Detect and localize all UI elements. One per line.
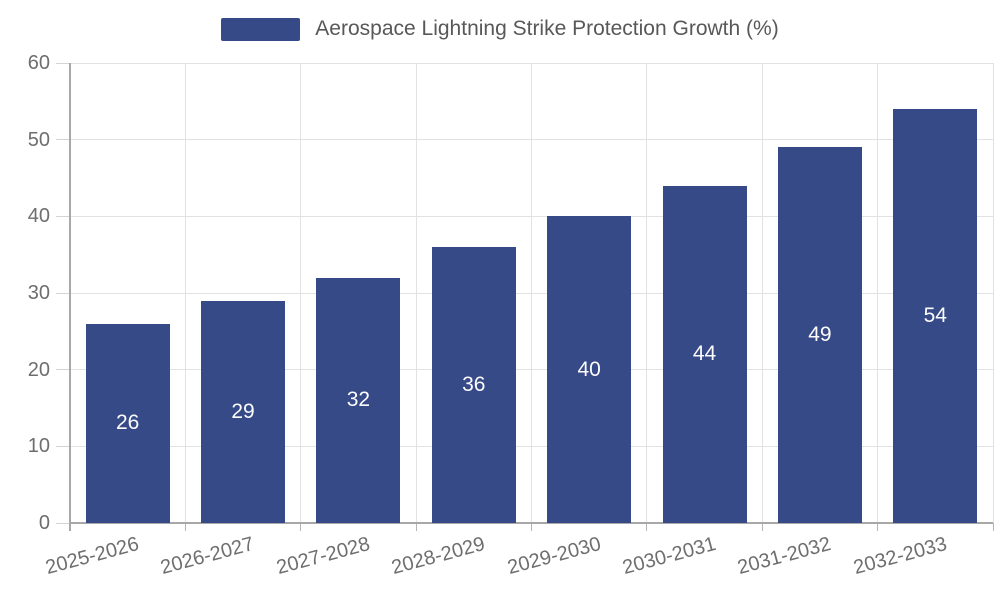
bar: 29 (201, 300, 286, 523)
x-axis-tick (992, 523, 994, 531)
x-tick-label: 2030-2031 (620, 533, 719, 580)
x-axis-line (70, 522, 993, 524)
bar: 36 (431, 247, 516, 523)
bar: 32 (316, 277, 401, 523)
x-tick-label: 2028-2029 (389, 533, 488, 580)
gridline-vertical (646, 63, 648, 523)
bar: 40 (547, 216, 632, 523)
bar-value-label: 40 (577, 357, 601, 381)
bar-value-label: 32 (346, 388, 371, 412)
y-tick-label: 40 (27, 205, 50, 228)
legend-label: Aerospace Lightning Strike Protection Gr… (315, 17, 779, 40)
bar-value-label: 36 (462, 373, 486, 396)
bar-value-label: 54 (923, 304, 947, 327)
y-tick-label: 50 (27, 128, 50, 151)
gridline-vertical (415, 63, 417, 523)
gridline-vertical (184, 63, 186, 523)
x-tick-label: 2032-2033 (850, 533, 950, 580)
y-axis-tick (56, 522, 70, 524)
gridline-vertical (531, 63, 532, 523)
y-axis-tick (56, 292, 70, 294)
y-tick-label: 10 (27, 435, 50, 458)
x-axis-tick (300, 523, 302, 531)
x-axis-tick (877, 523, 879, 531)
y-axis-tick (56, 369, 70, 371)
x-axis-tick (531, 523, 532, 531)
x-axis-tick (646, 523, 648, 531)
legend-swatch (221, 17, 301, 41)
gridline-vertical (761, 63, 763, 523)
x-axis-tick (415, 523, 417, 531)
y-axis-tick (56, 445, 70, 447)
y-tick-label: 0 (38, 512, 50, 534)
y-axis-tick (56, 139, 70, 141)
gridline-vertical (877, 63, 879, 523)
x-tick-label: 2031-2032 (735, 533, 834, 580)
bar: 44 (662, 185, 747, 523)
x-axis-tick (761, 523, 763, 531)
y-tick-label: 60 (27, 52, 50, 74)
bar: 54 (893, 109, 978, 523)
y-tick-label: 30 (27, 282, 50, 304)
x-tick-label: 2027-2028 (274, 533, 373, 580)
legend: Aerospace Lightning Strike Protection Gr… (0, 17, 1000, 41)
bar-value-label: 49 (808, 323, 832, 347)
x-tick-label: 2026-2027 (158, 533, 257, 580)
x-tick-label: 2025-2026 (43, 533, 142, 580)
bar: 26 (85, 323, 170, 523)
y-tick-label: 20 (27, 358, 50, 381)
x-tick-label: 2029-2030 (504, 533, 603, 580)
bar-value-label: 44 (692, 342, 717, 366)
gridline-vertical (300, 63, 302, 523)
bar-value-label: 29 (231, 399, 255, 423)
gridline-vertical (992, 63, 994, 523)
y-axis-line (69, 63, 71, 531)
bar-value-label: 26 (116, 411, 140, 435)
x-axis-tick (184, 523, 186, 531)
y-axis-tick (56, 215, 70, 217)
bar: 49 (777, 147, 862, 523)
y-axis-tick (56, 62, 70, 64)
